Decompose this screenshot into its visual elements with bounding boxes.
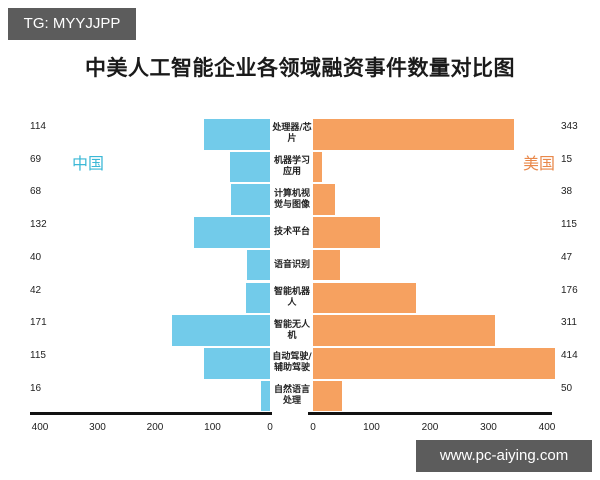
tg-badge: TG: MYYJJPP — [8, 8, 136, 40]
value-usa: 15 — [561, 153, 573, 165]
bar-usa — [313, 248, 341, 282]
bar-usa — [313, 379, 343, 413]
bar-china — [171, 314, 270, 347]
x-tick-right: 0 — [310, 422, 316, 433]
value-usa: 414 — [561, 349, 578, 361]
bar-usa — [313, 150, 322, 184]
category-label: 自然语言处理 — [273, 384, 310, 406]
x-tick-right: 100 — [363, 422, 380, 433]
category-label: 机器学习应用 — [273, 156, 310, 178]
x-tick-left: 400 — [31, 422, 49, 433]
category-label: 语音识别 — [273, 259, 310, 270]
bar-usa — [313, 118, 514, 151]
x-axis-right-line — [308, 412, 552, 415]
value-china: 114 — [30, 121, 46, 132]
value-china: 171 — [30, 317, 47, 329]
x-tick-left: 200 — [146, 422, 164, 433]
category-label: 计算机视觉与图像 — [273, 188, 310, 210]
x-tick-right: 400 — [538, 422, 556, 433]
bar-china — [247, 248, 270, 282]
bar-china — [260, 379, 270, 413]
value-china: 42 — [30, 284, 42, 296]
x-tick-right: 200 — [421, 422, 439, 433]
value-china: 40 — [30, 251, 42, 263]
x-tick-left: 100 — [204, 422, 221, 433]
category-label: 智能机器人 — [273, 286, 310, 308]
x-tick-right: 300 — [480, 422, 497, 433]
category-label: 自动驾驶/辅助驾驶 — [272, 352, 312, 374]
value-usa: 311 — [561, 317, 577, 329]
value-usa: 50 — [561, 382, 573, 394]
value-china: 68 — [30, 186, 42, 198]
value-china: 115 — [30, 349, 46, 361]
bar-china — [203, 346, 270, 380]
x-tick-left: 0 — [267, 422, 273, 433]
category-label: 处理器/芯片 — [272, 123, 312, 145]
bar-china — [230, 150, 270, 184]
chart-title: 中美人工智能企业各领域融资事件数量对比图 — [85, 56, 515, 80]
bar-usa — [313, 314, 495, 347]
bar-china — [194, 216, 270, 249]
category-label: 智能无人机 — [273, 319, 310, 341]
value-china: 132 — [30, 219, 47, 231]
bar-usa — [313, 281, 416, 315]
legend-usa: 美国 — [523, 154, 556, 173]
legend-china: 中国 — [72, 154, 105, 173]
value-usa: 47 — [561, 251, 573, 263]
bar-china — [204, 118, 270, 151]
bar-usa — [313, 216, 381, 249]
bar-usa — [313, 183, 336, 217]
watermark: www.pc-aiying.com — [416, 440, 592, 472]
value-china: 69 — [30, 153, 42, 165]
bar-china — [245, 281, 270, 315]
x-tick-left: 300 — [89, 422, 106, 433]
bar-china — [230, 183, 270, 217]
value-usa: 176 — [561, 284, 578, 296]
value-china: 16 — [30, 382, 42, 394]
value-usa: 115 — [561, 219, 577, 231]
value-usa: 38 — [561, 186, 573, 198]
x-axis-left-line — [30, 412, 272, 415]
value-usa: 343 — [561, 121, 578, 132]
bar-usa — [313, 346, 556, 380]
category-label: 技术平台 — [273, 226, 310, 237]
